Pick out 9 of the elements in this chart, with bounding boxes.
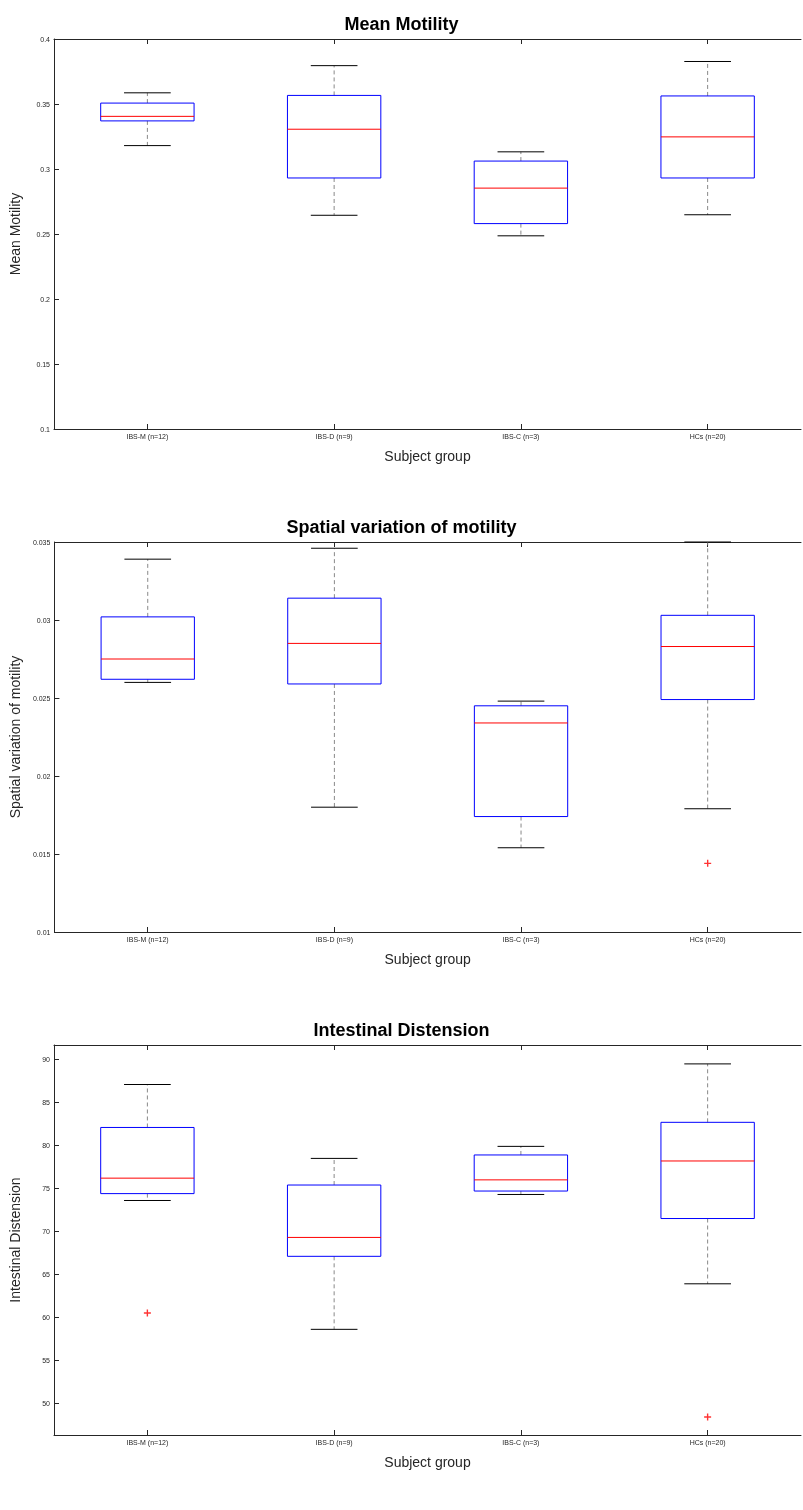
y-axis-title: Spatial variation of motility bbox=[7, 655, 23, 819]
x-axis-title: Subject group bbox=[384, 951, 472, 967]
chart-title: Mean Motility bbox=[344, 14, 459, 34]
chart-title: Spatial variation of motility bbox=[286, 517, 517, 537]
chart-title: Intestinal Distension bbox=[313, 1020, 490, 1040]
x-axis-title: Subject group bbox=[384, 448, 471, 464]
x-axis-title: Subject group bbox=[384, 1454, 471, 1470]
y-axis-title: Mean Motility bbox=[7, 192, 23, 276]
y-axis-title: Intestinal Distension bbox=[7, 1177, 23, 1303]
